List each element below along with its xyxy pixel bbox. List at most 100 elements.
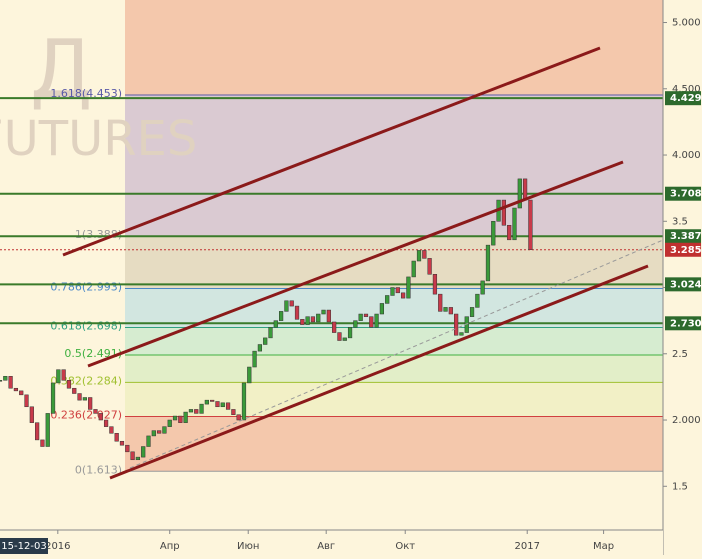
fib-label: 0.236(2.027) xyxy=(50,408,122,421)
candle xyxy=(183,411,188,423)
candle xyxy=(231,409,236,415)
y-tick-label: 5.000 xyxy=(672,18,701,29)
level-label: 2.730 xyxy=(670,318,702,329)
fib-bands xyxy=(125,0,663,472)
fib-band xyxy=(125,382,663,417)
candle xyxy=(411,260,416,278)
x-tick-label: Мар xyxy=(593,541,614,552)
candle xyxy=(475,293,480,308)
candle xyxy=(491,221,496,246)
level-label: 3.387 xyxy=(670,231,702,242)
candle xyxy=(448,307,453,315)
candle xyxy=(485,244,491,282)
cursor-label: 15-12-03 xyxy=(1,541,46,552)
candle xyxy=(316,313,321,323)
candle xyxy=(289,300,294,307)
candle xyxy=(427,258,432,275)
candle xyxy=(522,178,528,201)
candle xyxy=(66,380,72,389)
candle xyxy=(480,280,485,295)
candle xyxy=(406,276,411,299)
candle xyxy=(284,300,289,312)
level-box xyxy=(665,186,701,201)
candle xyxy=(252,350,257,368)
watermark-text: FUTURES xyxy=(0,111,197,167)
candle xyxy=(98,413,103,421)
candle xyxy=(241,382,247,421)
candle xyxy=(220,402,225,408)
candle xyxy=(390,287,395,296)
candle xyxy=(167,419,172,427)
candle xyxy=(141,446,146,458)
candle xyxy=(337,332,342,341)
candle xyxy=(400,292,406,299)
current-box xyxy=(665,242,701,257)
candle xyxy=(72,387,77,394)
candle xyxy=(13,387,19,392)
candle xyxy=(257,344,263,352)
watermark-letter: Д xyxy=(30,23,93,116)
candle xyxy=(103,419,109,427)
candle xyxy=(178,415,183,423)
candle xyxy=(204,399,209,405)
candle xyxy=(215,401,220,408)
y-tick-label: 2.000 xyxy=(672,415,701,426)
candle xyxy=(432,274,438,295)
candle xyxy=(225,402,231,410)
candle xyxy=(326,309,331,323)
trend-line xyxy=(109,264,649,480)
level-box xyxy=(665,229,701,244)
candle xyxy=(347,327,353,339)
candle xyxy=(385,295,390,304)
candle xyxy=(35,422,40,441)
fib-label: 0.618(2.698) xyxy=(50,320,122,333)
candle xyxy=(310,316,316,323)
candle xyxy=(332,321,337,333)
candle xyxy=(294,305,300,320)
current-label: 3.285 xyxy=(670,245,702,256)
fib-band xyxy=(125,95,663,237)
candle xyxy=(268,327,273,339)
candle xyxy=(416,250,422,262)
candle xyxy=(24,394,29,408)
level-label: 4.429 xyxy=(670,93,702,104)
y-tick-label: 4.000 xyxy=(672,150,701,161)
candle xyxy=(305,316,310,325)
fib-label: 0.5(2.491) xyxy=(64,347,122,360)
candle xyxy=(130,451,135,461)
candle xyxy=(321,309,326,315)
candle xyxy=(342,337,347,341)
x-axis-panel xyxy=(0,530,663,555)
candle xyxy=(236,414,241,421)
trend-dashed xyxy=(129,239,664,469)
candle xyxy=(135,456,141,461)
candle xyxy=(77,393,82,401)
candle xyxy=(369,316,374,328)
candle xyxy=(19,390,24,396)
candle xyxy=(512,207,517,241)
candle xyxy=(8,376,13,389)
candle xyxy=(459,332,464,336)
x-tick-label: 2016 xyxy=(45,541,70,552)
candle xyxy=(300,319,305,325)
candle xyxy=(125,444,130,453)
candle xyxy=(93,409,98,414)
trend-line xyxy=(87,160,624,368)
candle xyxy=(379,303,384,315)
candle xyxy=(146,435,151,447)
candle xyxy=(61,369,66,381)
candle xyxy=(188,409,194,413)
candle xyxy=(162,426,167,434)
candle xyxy=(395,287,400,294)
candle xyxy=(172,415,178,421)
fib-label: 0.786(2.993) xyxy=(50,280,122,293)
candle xyxy=(194,409,199,414)
candle xyxy=(528,199,533,251)
x-tick-label: Июн xyxy=(237,541,259,552)
cursor-box xyxy=(0,538,48,554)
fib-label: 0.382(2.284) xyxy=(50,374,122,387)
candle xyxy=(210,399,215,402)
candle xyxy=(119,440,125,446)
level-box xyxy=(665,277,701,292)
candle xyxy=(50,382,56,414)
